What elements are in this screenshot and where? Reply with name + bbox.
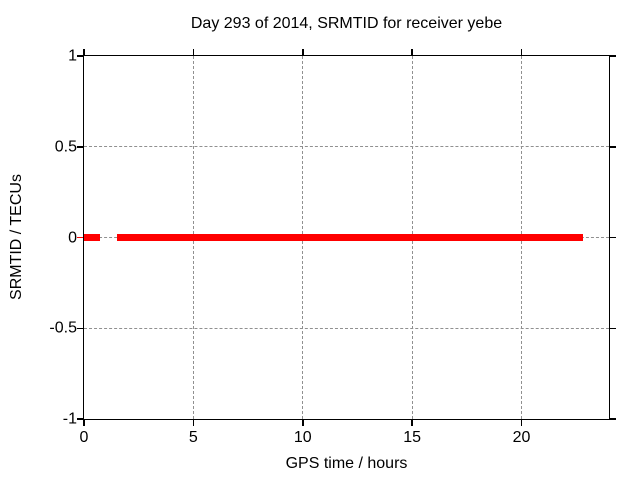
x-tick-mark-bottom bbox=[411, 419, 413, 426]
y-tick-mark-right bbox=[609, 236, 616, 239]
x-axis-label: GPS time / hours bbox=[285, 455, 408, 472]
x-tick-mark-top bbox=[83, 49, 85, 56]
x-tick-label: 20 bbox=[512, 429, 531, 446]
y-tick-label: -1 bbox=[62, 410, 77, 428]
y-tick-mark-right bbox=[609, 146, 616, 148]
y-tick-mark-right bbox=[609, 327, 616, 329]
gridline-horizontal bbox=[84, 327, 609, 329]
x-tick-label: 5 bbox=[188, 429, 198, 446]
y-tick-mark-left bbox=[77, 327, 84, 329]
x-tick-label: 15 bbox=[403, 429, 422, 446]
x-tick-mark-bottom bbox=[520, 419, 523, 426]
y-tick-mark-left bbox=[77, 146, 84, 148]
y-tick-mark-left bbox=[77, 236, 84, 239]
gridline-horizontal bbox=[84, 146, 609, 148]
x-tick-label: 0 bbox=[79, 429, 89, 446]
y-tick-label: -0.5 bbox=[49, 319, 77, 337]
x-tick-mark-top bbox=[520, 49, 523, 56]
x-tick-mark-top bbox=[411, 49, 413, 56]
x-tick-mark-top bbox=[302, 49, 304, 56]
x-tick-mark-bottom bbox=[192, 419, 195, 426]
y-tick-mark-right bbox=[609, 418, 616, 420]
data-series-segment bbox=[117, 234, 583, 241]
chart-title: Day 293 of 2014, SRMTID for receiver yeb… bbox=[190, 15, 503, 32]
data-series-segment bbox=[84, 234, 100, 241]
y-tick-label: 0.5 bbox=[54, 138, 77, 156]
y-tick-label: 0 bbox=[68, 229, 77, 246]
x-tick-label: 10 bbox=[293, 429, 312, 446]
x-tick-mark-bottom bbox=[83, 419, 85, 426]
y-tick-mark-right bbox=[609, 55, 616, 57]
y-tick-mark-left bbox=[77, 418, 84, 420]
y-tick-mark-left bbox=[77, 55, 84, 57]
y-axis-label: SRMTID / TECUs bbox=[8, 174, 25, 300]
x-tick-mark-bottom bbox=[302, 419, 304, 426]
x-tick-mark-top bbox=[192, 49, 195, 56]
y-tick-label: 1 bbox=[68, 47, 77, 65]
